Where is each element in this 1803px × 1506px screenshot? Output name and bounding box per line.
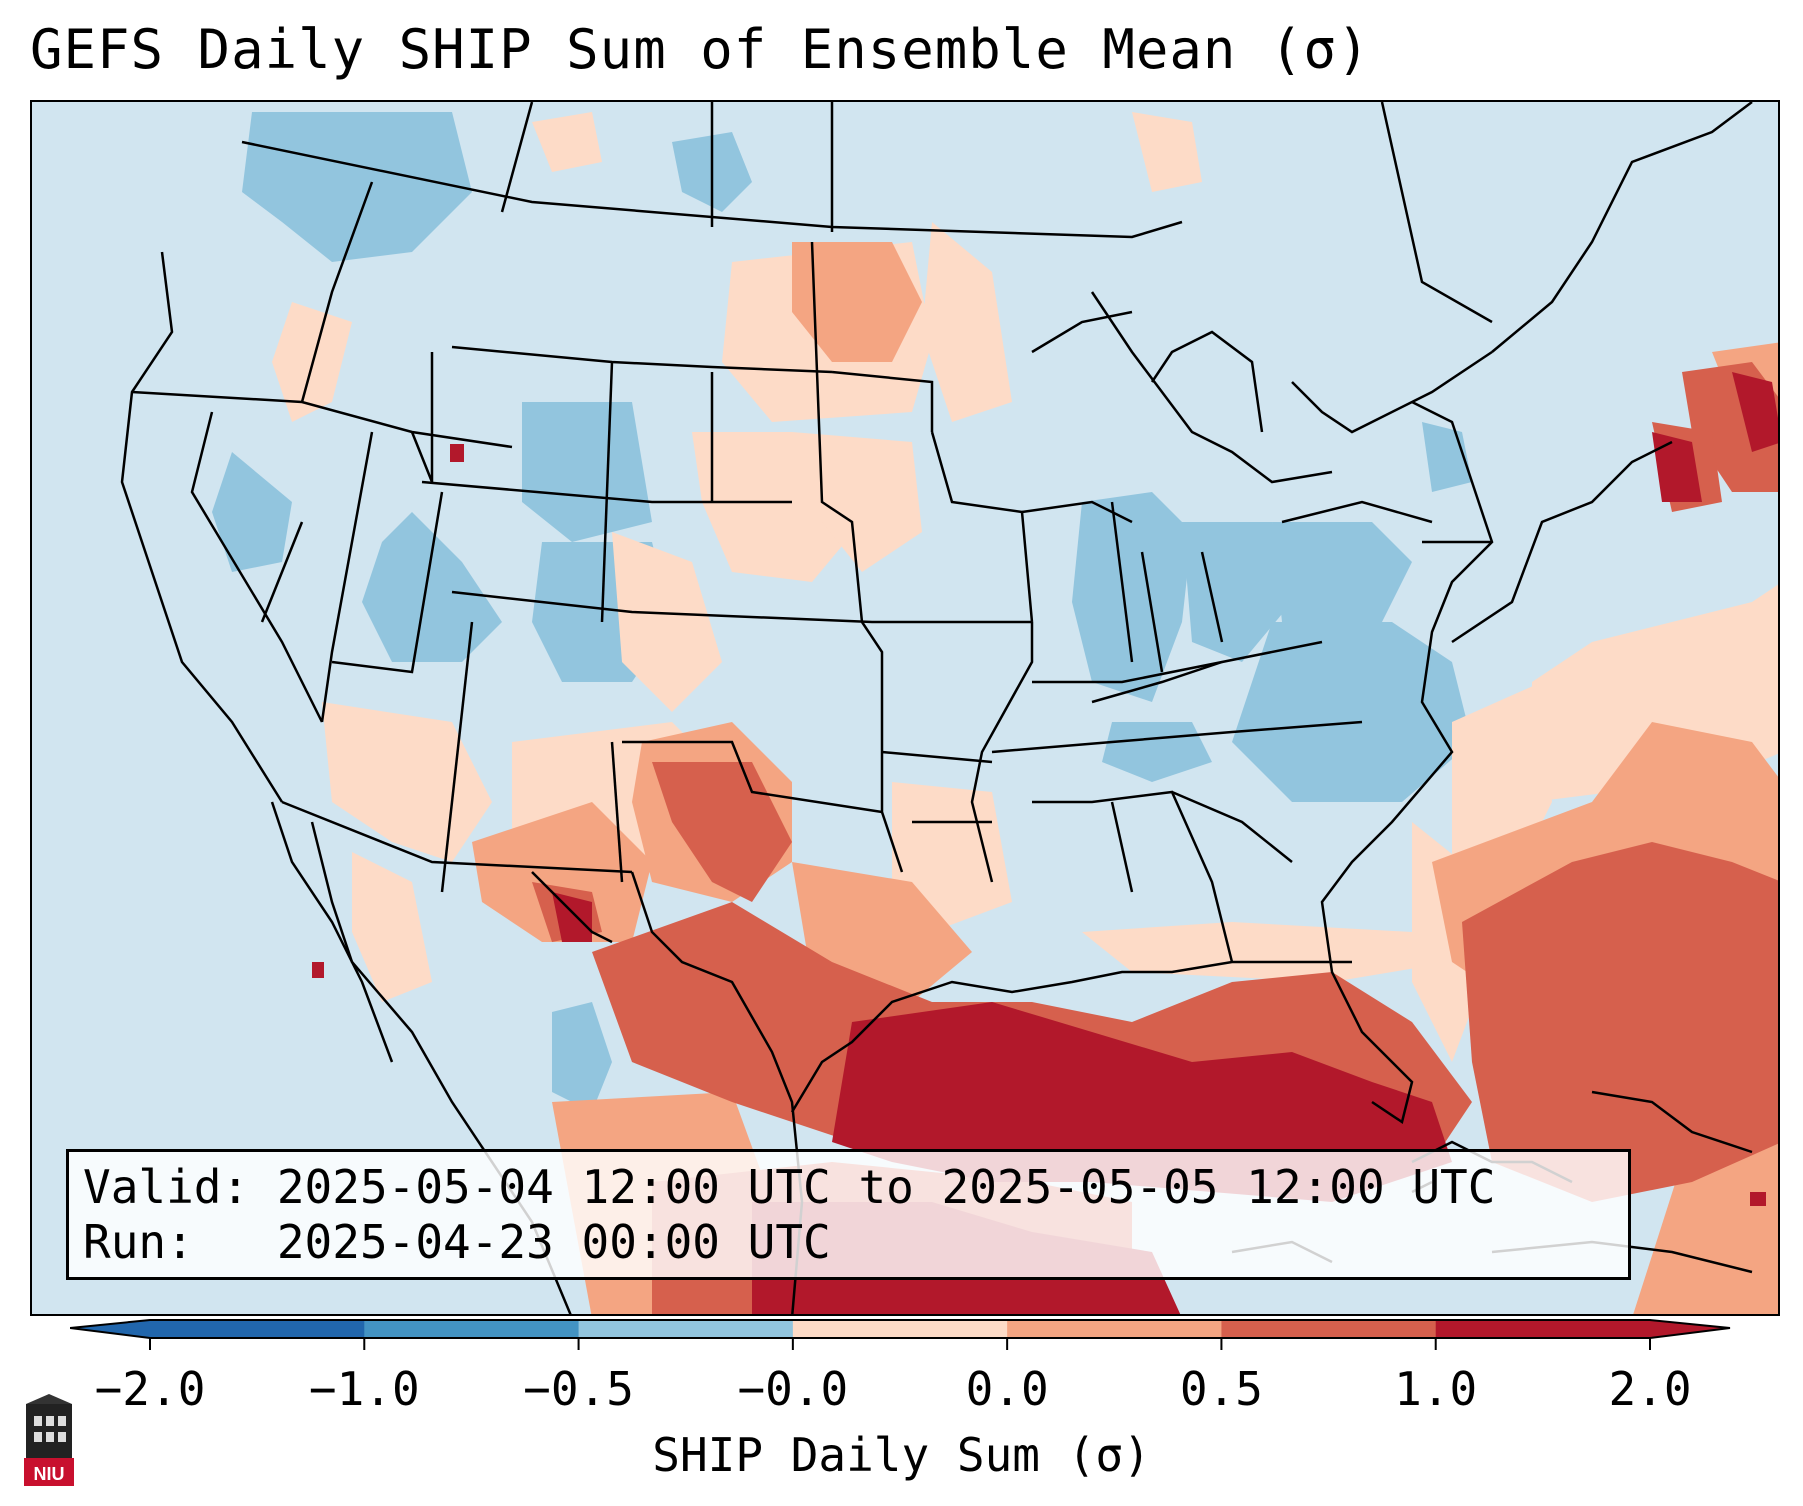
colorbar-segment: [1221, 1320, 1437, 1338]
colorbar-extend-low: [70, 1320, 150, 1338]
university-seal-icon: NIU: [24, 1394, 74, 1486]
valid-run-info-box: Valid: 2025-05-04 12:00 UTC to 2025-05-0…: [66, 1149, 1631, 1280]
colorbar-segment: [792, 1320, 1008, 1338]
colorbar-tick-label: −2.0: [94, 1362, 206, 1416]
map-panel: [30, 100, 1780, 1316]
colorbar-segment: [1007, 1320, 1222, 1338]
chart-title: GEFS Daily SHIP Sum of Ensemble Mean (σ): [30, 18, 1371, 81]
colorbar-tick-label: −0.0: [737, 1362, 849, 1416]
colorbar-tick-label: 2.0: [1608, 1362, 1692, 1416]
colorbar-tick-label: 1.0: [1394, 1362, 1478, 1416]
colorbar-segment: [150, 1320, 365, 1338]
valid-time-text: Valid: 2025-05-04 12:00 UTC to 2025-05-0…: [83, 1160, 1496, 1214]
colorbar-tick-label: −0.5: [523, 1362, 634, 1416]
colorbar-segment: [1435, 1320, 1651, 1338]
colorbar-tick-label: −1.0: [308, 1362, 420, 1416]
negative-anomaly-regions: [212, 112, 1742, 1282]
colorbar: [70, 1319, 1731, 1350]
colorbar-segment: [578, 1320, 794, 1338]
run-time-text: Run: 2025-04-23 00:00 UTC: [83, 1215, 831, 1269]
logo-text: NIU: [34, 1464, 65, 1484]
colorbar-segment: [364, 1320, 580, 1338]
colorbar-tick-label: 0.5: [1179, 1362, 1263, 1416]
colorbar-tick-marks: [149, 1338, 1651, 1350]
colorbar-extend-high: [1650, 1320, 1730, 1338]
anomaly-map: [32, 102, 1778, 1314]
colorbar-segments: [150, 1320, 1651, 1338]
colorbar-label: SHIP Daily Sum (σ): [652, 1428, 1151, 1482]
colorbar-tick-label: 0.0: [965, 1362, 1049, 1416]
